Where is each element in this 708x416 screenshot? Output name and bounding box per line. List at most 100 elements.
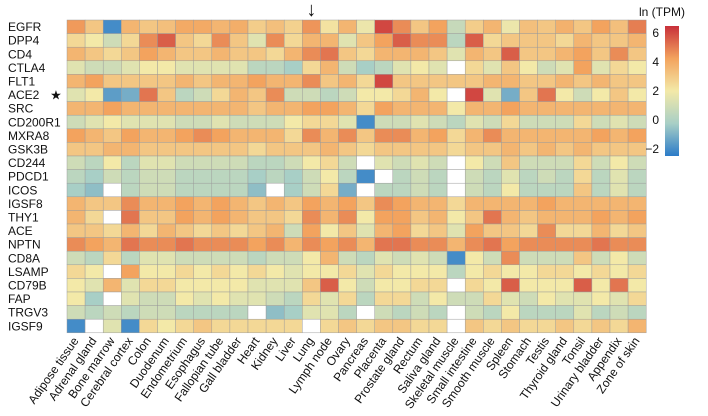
heatmap-cell — [283, 250, 303, 266]
heatmap-cell — [483, 318, 502, 334]
heatmap-cell — [211, 60, 231, 75]
heatmap-cell — [102, 305, 122, 320]
heatmap-cell — [446, 210, 466, 225]
heatmap-cell — [265, 19, 285, 34]
heatmap-cell — [591, 237, 611, 252]
row-label: PDCD1 — [8, 170, 49, 184]
heatmap-cell — [501, 305, 520, 320]
heatmap-cell — [573, 237, 593, 252]
heatmap-cell — [519, 264, 538, 279]
heatmap-cell — [247, 46, 267, 62]
heatmap-cell — [537, 60, 556, 75]
heatmap-cell — [265, 114, 285, 130]
heatmap-cell — [609, 33, 629, 48]
heatmap-cell — [229, 291, 249, 306]
heatmap-cell — [121, 291, 140, 306]
heatmap-cell — [410, 114, 430, 130]
heatmap-cell — [356, 101, 375, 116]
heatmap-cell — [519, 237, 538, 252]
heatmap-cell — [283, 169, 303, 184]
heatmap-cell — [392, 196, 412, 211]
heatmap-cell — [193, 305, 213, 320]
heatmap-cell — [609, 169, 629, 184]
heatmap-cell — [121, 318, 140, 334]
heatmap-cell — [428, 237, 448, 252]
row-labels: EGFRDPP4CD4CTLA4FLT1ACE2SRCCD200R1MXRA8G… — [8, 20, 61, 333]
heatmap-cell — [175, 196, 194, 211]
heatmap-cell — [446, 128, 466, 143]
heatmap-cell — [193, 60, 213, 75]
heatmap-cell — [229, 101, 249, 116]
heatmap-cell — [573, 155, 593, 170]
heatmap-cell — [573, 291, 593, 306]
heatmap-cell — [537, 305, 556, 320]
heatmap-cell — [66, 210, 86, 225]
heatmap-cell — [591, 19, 611, 34]
heatmap-cell — [609, 196, 629, 211]
heatmap-cell — [428, 114, 448, 130]
heatmap-cell — [410, 46, 430, 62]
heatmap-cell — [84, 19, 104, 34]
row-label: CD4 — [8, 47, 32, 61]
heatmap-cell — [627, 305, 647, 320]
heatmap-cell — [139, 114, 158, 130]
heatmap-cell — [464, 250, 484, 266]
heatmap-cell — [229, 278, 249, 293]
heatmap-cell — [121, 87, 140, 102]
heatmap-cell — [229, 318, 249, 334]
heatmap-cell — [66, 196, 86, 211]
heatmap-cell — [537, 196, 556, 211]
heatmap-cell — [519, 19, 538, 34]
heatmap-cell — [464, 210, 484, 225]
heatmap-cell — [392, 101, 412, 116]
heatmap-cell — [627, 155, 647, 170]
heatmap-cell — [483, 278, 502, 293]
heatmap-cell — [193, 169, 213, 184]
heatmap-cell — [211, 33, 231, 48]
heatmap-cell — [627, 291, 647, 306]
heatmap-cell — [410, 250, 430, 266]
heatmap-cell — [428, 155, 448, 170]
heatmap-cell — [247, 87, 267, 102]
heatmap-cell — [392, 318, 412, 334]
heatmap-cell — [483, 237, 502, 252]
heatmap-cell — [392, 33, 412, 48]
heatmap-cell — [501, 142, 520, 157]
heatmap-cell — [609, 114, 629, 130]
heatmap-cell — [374, 101, 394, 116]
heatmap-cell — [139, 210, 158, 225]
heatmap-cell — [537, 237, 556, 252]
heatmap-cell — [247, 128, 267, 143]
heatmap-cell — [175, 114, 194, 130]
heatmap-cell — [555, 264, 575, 279]
heatmap-cell — [591, 155, 611, 170]
heatmap-cell — [302, 19, 321, 34]
heatmap-cell — [410, 87, 430, 102]
heatmap-cell — [283, 210, 303, 225]
heatmap-cell — [84, 278, 104, 293]
heatmap-cell — [211, 114, 231, 130]
heatmap-cell — [175, 210, 194, 225]
heatmap-cell — [102, 264, 122, 279]
heatmap-cell — [374, 196, 394, 211]
heatmap-cell — [501, 87, 520, 102]
heatmap-cell — [247, 291, 267, 306]
heatmap-cell — [66, 87, 86, 102]
heatmap-cell — [283, 278, 303, 293]
heatmap-cell — [338, 60, 357, 75]
heatmap-cell — [193, 210, 213, 225]
lung-column-marker: ↓ — [306, 0, 316, 21]
heatmap-cell — [573, 223, 593, 238]
heatmap-cell — [121, 182, 140, 198]
heatmap-cell — [283, 114, 303, 130]
heatmap-cell — [139, 169, 158, 184]
heatmap-cell — [229, 114, 249, 130]
heatmap-cell — [102, 114, 122, 130]
heatmap-cell — [374, 264, 394, 279]
heatmap-cell — [84, 33, 104, 48]
heatmap-cell — [555, 196, 575, 211]
heatmap-cell — [591, 264, 611, 279]
heatmap-cell — [121, 60, 140, 75]
heatmap-cell — [356, 196, 375, 211]
heatmap-cell — [537, 182, 556, 198]
